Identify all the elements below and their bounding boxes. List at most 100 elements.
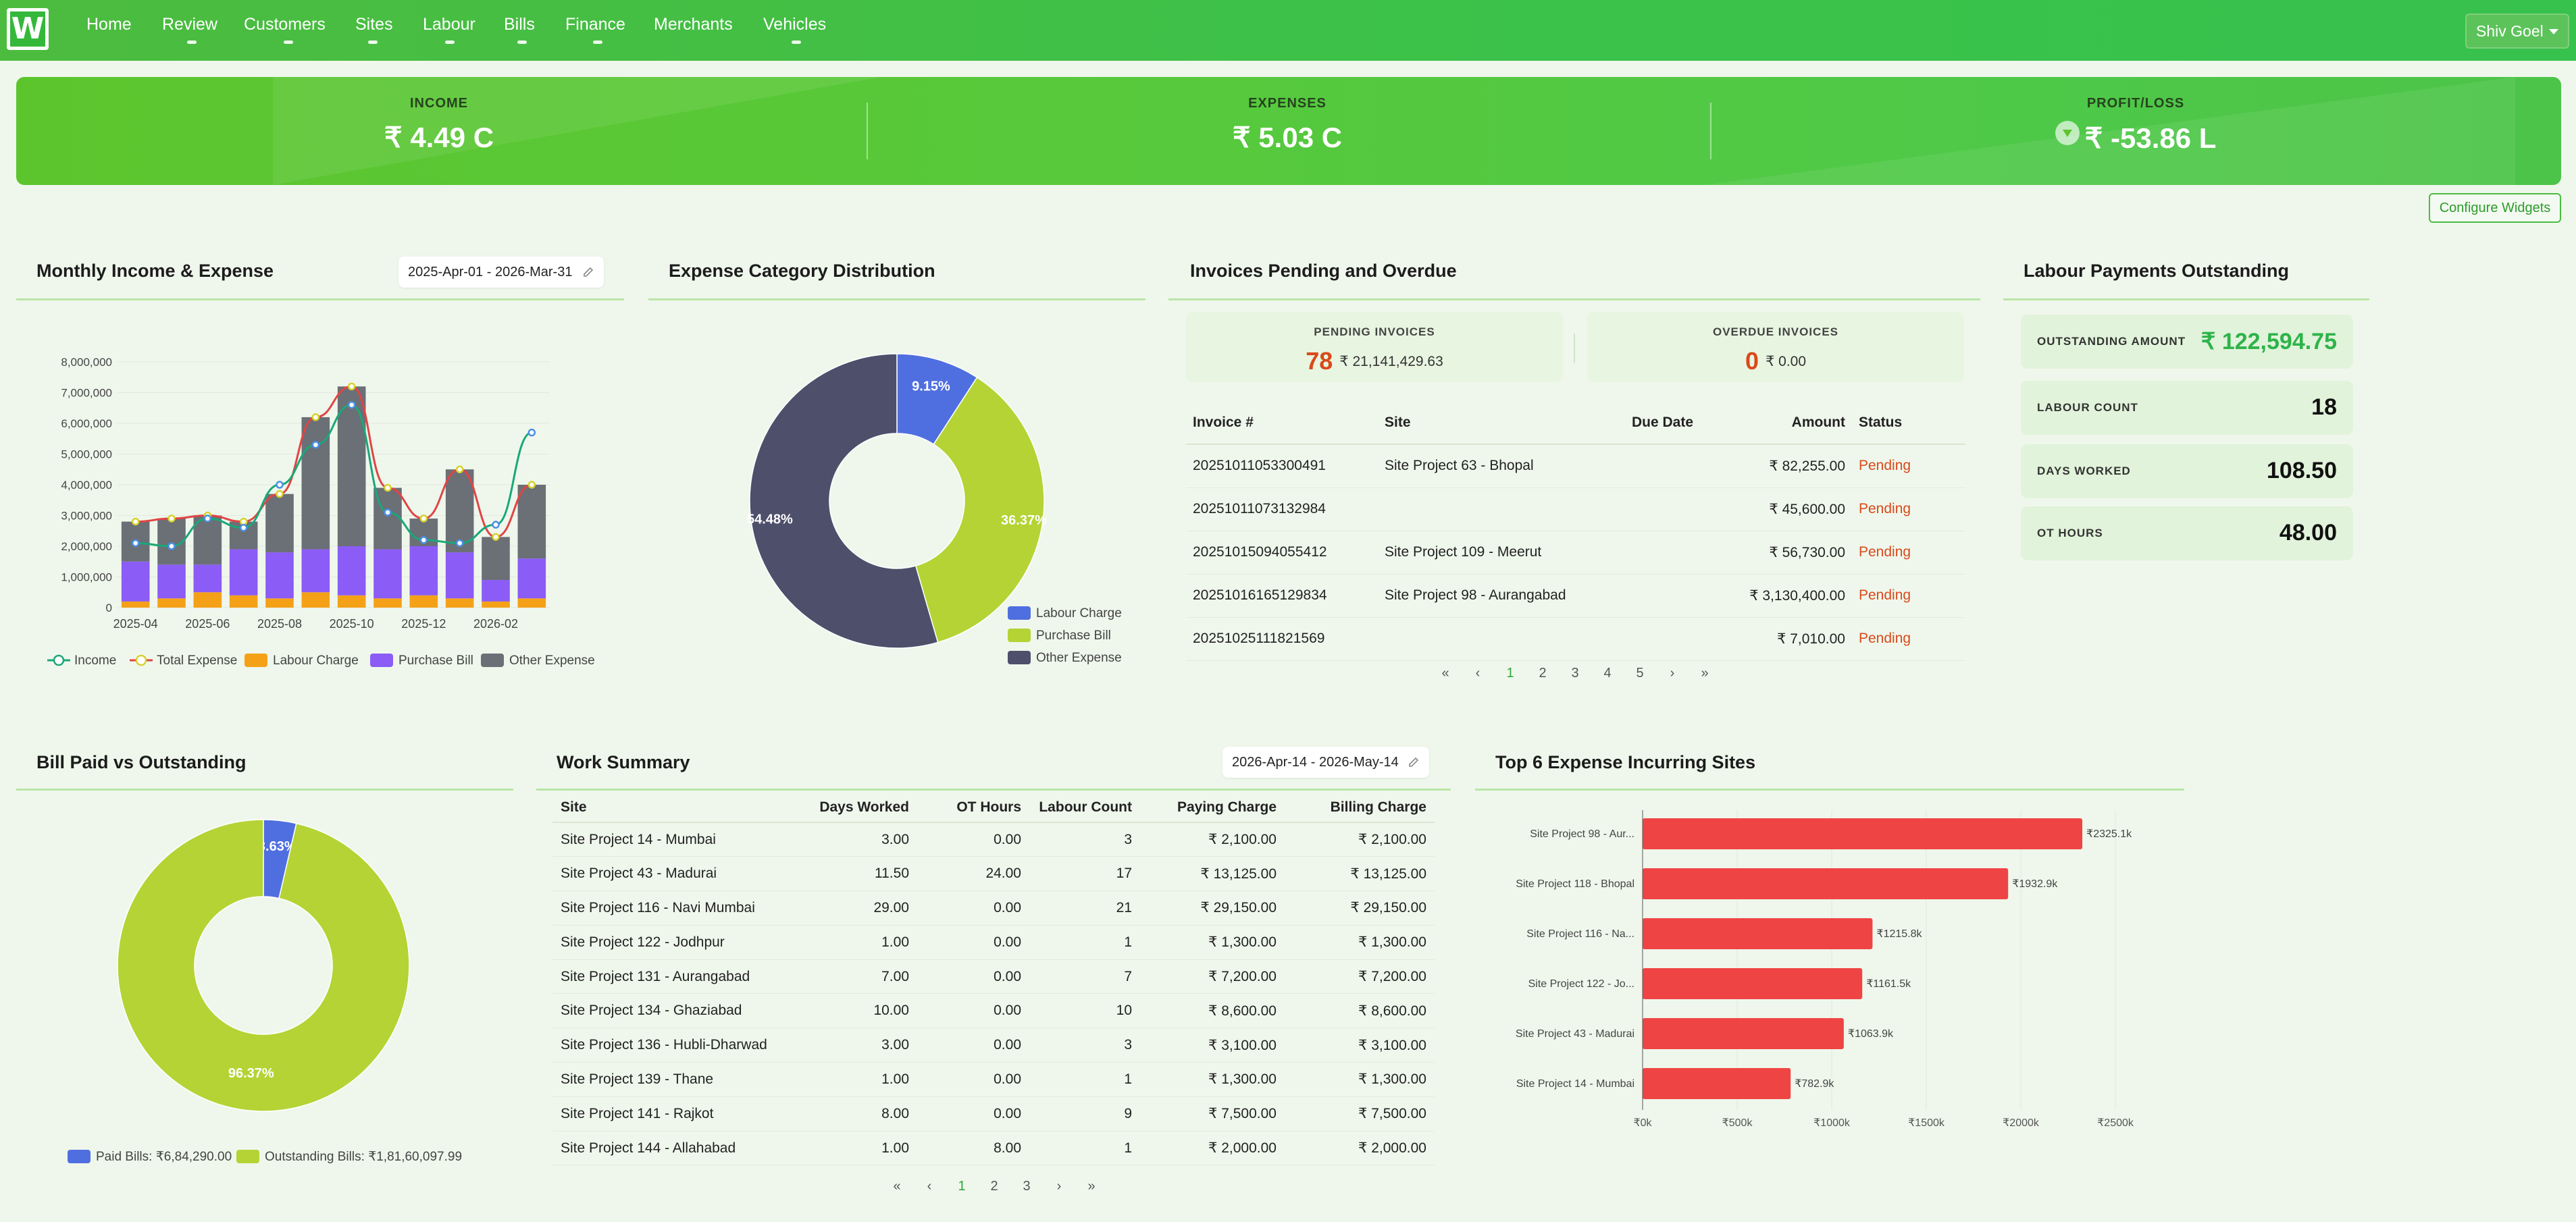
nav-review-dropdown-indicator	[187, 41, 197, 44]
column-header[interactable]: Days Worked	[796, 793, 917, 823]
nav-merchants[interactable]: Merchants	[654, 15, 733, 34]
legend-income-label: Income	[74, 654, 117, 668]
legend-labour-charge[interactable]: Labour Charge	[1008, 606, 1122, 621]
table-row[interactable]: Site Project 136 - Hubli-Dharwad 3.00 0.00…	[552, 1028, 1435, 1063]
slice-label: 3.63%	[258, 839, 297, 854]
table-row[interactable]: Site Project 43 - Madurai 11.50 24.00 17 ₹ 1…	[552, 856, 1435, 892]
column-header[interactable]: OT Hours	[917, 793, 1029, 823]
page-button[interactable]: 3	[1571, 666, 1579, 681]
column-header[interactable]: Paying Charge	[1140, 793, 1285, 823]
billing-charge-cell: ₹ 1,300.00	[1285, 1062, 1435, 1097]
first-page-button[interactable]: «	[1441, 666, 1449, 681]
next-page-button[interactable]: ›	[1670, 666, 1675, 681]
legend-purchase-bill[interactable]: Purchase Bill	[1008, 629, 1111, 643]
column-header[interactable]: Site	[552, 793, 796, 823]
nav-bills-dropdown-indicator	[517, 41, 527, 44]
page-button[interactable]: 3	[1023, 1179, 1031, 1194]
legend-other-expense[interactable]: Other Expense	[481, 654, 595, 668]
next-page-button[interactable]: ›	[1056, 1179, 1062, 1194]
nav-vehicles[interactable]: Vehicles	[763, 15, 827, 34]
page-button[interactable]: 1	[958, 1179, 966, 1194]
user-menu-button[interactable]: Shiv Goel	[2465, 14, 2569, 49]
point-total-expense	[419, 514, 428, 523]
last-page-button[interactable]: »	[1701, 666, 1709, 681]
nav-labour[interactable]: Labour	[423, 15, 475, 34]
column-header[interactable]: Amount	[1740, 401, 1852, 445]
bar-purchase-bill	[121, 561, 150, 602]
table-row[interactable]: Site Project 116 - Navi Mumbai 29.00 0.00 2…	[552, 891, 1435, 926]
y-tick-label: 5,000,000	[61, 448, 112, 461]
labour-count-cell: 9	[1029, 1096, 1140, 1132]
legend-other-expense[interactable]: Other Expense	[1008, 651, 1122, 666]
nav-finance[interactable]: Finance	[565, 15, 625, 34]
bar-site	[1643, 918, 1873, 949]
page-button[interactable]: 1	[1506, 666, 1514, 681]
page-button[interactable]: 4	[1603, 666, 1612, 681]
legend-income[interactable]: Income	[47, 654, 116, 668]
pencil-icon[interactable]	[582, 266, 594, 278]
column-header[interactable]: Billing Charge	[1285, 793, 1435, 823]
table-row[interactable]: 20251025111821569 ₹ 7,010.00 Pending	[1186, 617, 1965, 661]
legend-paid-bills[interactable]: Paid Bills: ₹6,84,290.00	[68, 1149, 232, 1165]
table-row[interactable]: Site Project 131 - Aurangabad 7.00 0.00 7 ₹ …	[552, 959, 1435, 994]
legend-label: Labour Charge	[1036, 606, 1122, 620]
invoice-due-cell	[1625, 617, 1740, 661]
configure-widgets-button[interactable]: Configure Widgets	[2429, 193, 2561, 223]
app-logo[interactable]: W	[7, 8, 49, 50]
last-page-button[interactable]: »	[1087, 1179, 1096, 1194]
column-header[interactable]: Invoice #	[1186, 401, 1378, 445]
point-total-expense	[311, 413, 320, 421]
table-row[interactable]: Site Project 144 - Allahabad 1.00 8.00 1 ₹ 2…	[552, 1131, 1435, 1166]
card-divider	[1475, 789, 2184, 791]
nav-home[interactable]: Home	[86, 15, 132, 34]
legend-total-expense[interactable]: Total Expense	[130, 654, 237, 668]
invoice-due-cell	[1625, 487, 1740, 531]
prev-page-button[interactable]: ‹	[927, 1179, 932, 1194]
work-date-range-picker[interactable]: 2026-Apr-14 - 2026-May-14	[1222, 747, 1429, 778]
kpi-expenses-value: ₹ 5.03 C	[1232, 122, 1343, 153]
table-row[interactable]: Site Project 122 - Jodhpur 1.00 0.00 1 ₹ 1,3…	[552, 925, 1435, 960]
page-button[interactable]: 2	[1539, 666, 1547, 681]
overdue-invoices-card[interactable]: OVERDUE INVOICES 0 ₹ 0.00	[1587, 312, 1964, 382]
invoice-status-cell: Pending	[1852, 444, 1965, 488]
bar-other-expense	[265, 494, 294, 553]
pending-invoices-card[interactable]: PENDING INVOICES 78 ₹ 21,141,429.63	[1186, 312, 1563, 382]
point-income	[492, 521, 500, 529]
table-row[interactable]: 20251015094055412 Site Project 109 - Meer…	[1186, 531, 1965, 575]
table-row[interactable]: Site Project 141 - Rajkot 8.00 0.00 9 ₹ 7,50…	[552, 1096, 1435, 1132]
nav-customers[interactable]: Customers	[244, 15, 326, 34]
pencil-icon[interactable]	[1408, 756, 1420, 768]
slice-other-expense	[749, 353, 939, 649]
legend-outstanding-bills[interactable]: Outstanding Bills: ₹1,81,60,097.99	[236, 1149, 462, 1165]
ot-hours-cell: 0.00	[917, 891, 1029, 926]
column-header[interactable]: Status	[1852, 401, 1965, 445]
prev-page-button[interactable]: ‹	[1475, 666, 1480, 681]
column-header[interactable]: Site	[1378, 401, 1625, 445]
table-row[interactable]: 20251011073132984 ₹ 45,600.00 Pending	[1186, 487, 1965, 531]
invoice-invoice-cell: 20251016165129834	[1186, 574, 1378, 618]
column-header[interactable]: Labour Count	[1029, 793, 1140, 823]
bar-labour-charge	[157, 598, 186, 608]
legend-purchase-bill[interactable]: Purchase Bill	[370, 654, 473, 668]
table-row[interactable]: Site Project 14 - Mumbai 3.00 0.00 3 ₹ 2,100…	[552, 822, 1435, 857]
monthly-date-range-picker[interactable]: 2025-Apr-01 - 2026-Mar-31	[398, 257, 604, 288]
table-row[interactable]: 20251011053300491 Site Project 63 - Bhopa…	[1186, 444, 1965, 488]
nav-review[interactable]: Review	[162, 15, 217, 34]
table-row[interactable]: Site Project 139 - Thane 1.00 0.00 1 ₹ 1,300…	[552, 1062, 1435, 1097]
legend-labour-charge[interactable]: Labour Charge	[244, 654, 359, 668]
nav-sites[interactable]: Sites	[355, 15, 393, 34]
days-worked-tile: DAYS WORKED 108.50	[2021, 444, 2353, 498]
point-income	[311, 441, 320, 449]
slice-purchase-bill	[915, 377, 1045, 643]
page-button[interactable]: 5	[1636, 666, 1644, 681]
table-row[interactable]: 20251016165129834 Site Project 98 - Auran…	[1186, 574, 1965, 618]
column-header[interactable]: Due Date	[1625, 401, 1740, 445]
kpi-banner: INCOME ₹ 4.49 C EXPENSES ₹ 5.03 C PROFIT…	[16, 77, 2561, 185]
page-button[interactable]: 2	[990, 1179, 998, 1194]
table-row[interactable]: Site Project 134 - Ghaziabad 10.00 0.00 10 ₹…	[552, 993, 1435, 1029]
top-sites-bar-chart: ₹0k ₹500k ₹1000k ₹1500k ₹2000k ₹2500k Site Pro…	[1516, 810, 2134, 1127]
first-page-button[interactable]: «	[893, 1179, 901, 1194]
nav-bills[interactable]: Bills	[504, 15, 535, 34]
bar-value-label: ₹2325.1k	[2086, 828, 2132, 840]
labour-count-cell: 1	[1029, 1062, 1140, 1097]
